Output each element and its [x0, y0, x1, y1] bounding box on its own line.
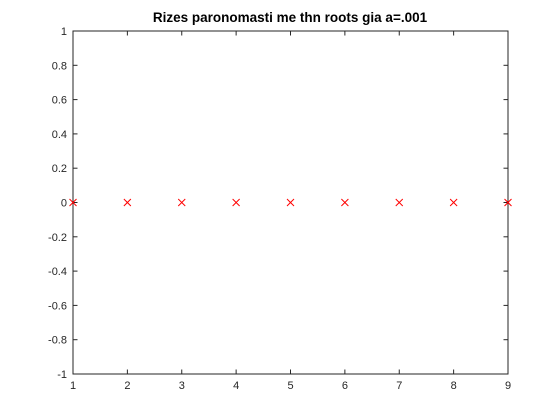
y-tick-label: -0.8	[48, 335, 67, 347]
x-ticks: 1 2 3 4 5 6 7 8 9	[70, 31, 511, 392]
y-tick-label: -0.4	[48, 266, 67, 278]
x-tick-label: 7	[396, 380, 402, 392]
y-tick-label: -0.6	[48, 300, 67, 312]
y-tick-label: 1	[61, 26, 67, 38]
data-point-marker	[341, 198, 349, 207]
y-tick-label: 0.2	[52, 163, 67, 175]
x-tick-label: 6	[342, 380, 348, 392]
y-tick-label: -0.2	[48, 232, 67, 244]
data-point-marker	[123, 198, 132, 207]
y-tick-label: 0.8	[52, 60, 67, 72]
data-point-marker	[69, 198, 77, 207]
x-tick-label: 5	[287, 380, 293, 392]
x-tick-label: 2	[124, 380, 130, 392]
data-markers	[69, 198, 512, 207]
x-tick-label: 1	[70, 380, 76, 392]
data-point-marker	[286, 198, 295, 207]
data-point-marker	[232, 198, 240, 207]
y-tick-label: 0	[61, 198, 67, 210]
data-point-marker	[177, 198, 186, 207]
chart-title: Rizes paronomasti me thn roots gia a=.00…	[153, 10, 428, 25]
y-tick-label: 0.4	[52, 129, 67, 141]
y-tick-label: -1	[57, 369, 67, 381]
data-point-marker	[504, 198, 512, 207]
y-ticks: -1 -0.8 -0.6 -0.4 -0.2 0 0.2 0.4 0.6 0.8 1	[48, 26, 508, 381]
x-tick-label: 9	[505, 380, 511, 392]
x-tick-label: 8	[451, 380, 457, 392]
y-tick-label: 0.6	[52, 95, 67, 107]
data-point-marker	[395, 198, 404, 207]
x-tick-label: 3	[179, 380, 185, 392]
x-tick-label: 4	[233, 380, 239, 392]
data-point-marker	[449, 198, 458, 207]
